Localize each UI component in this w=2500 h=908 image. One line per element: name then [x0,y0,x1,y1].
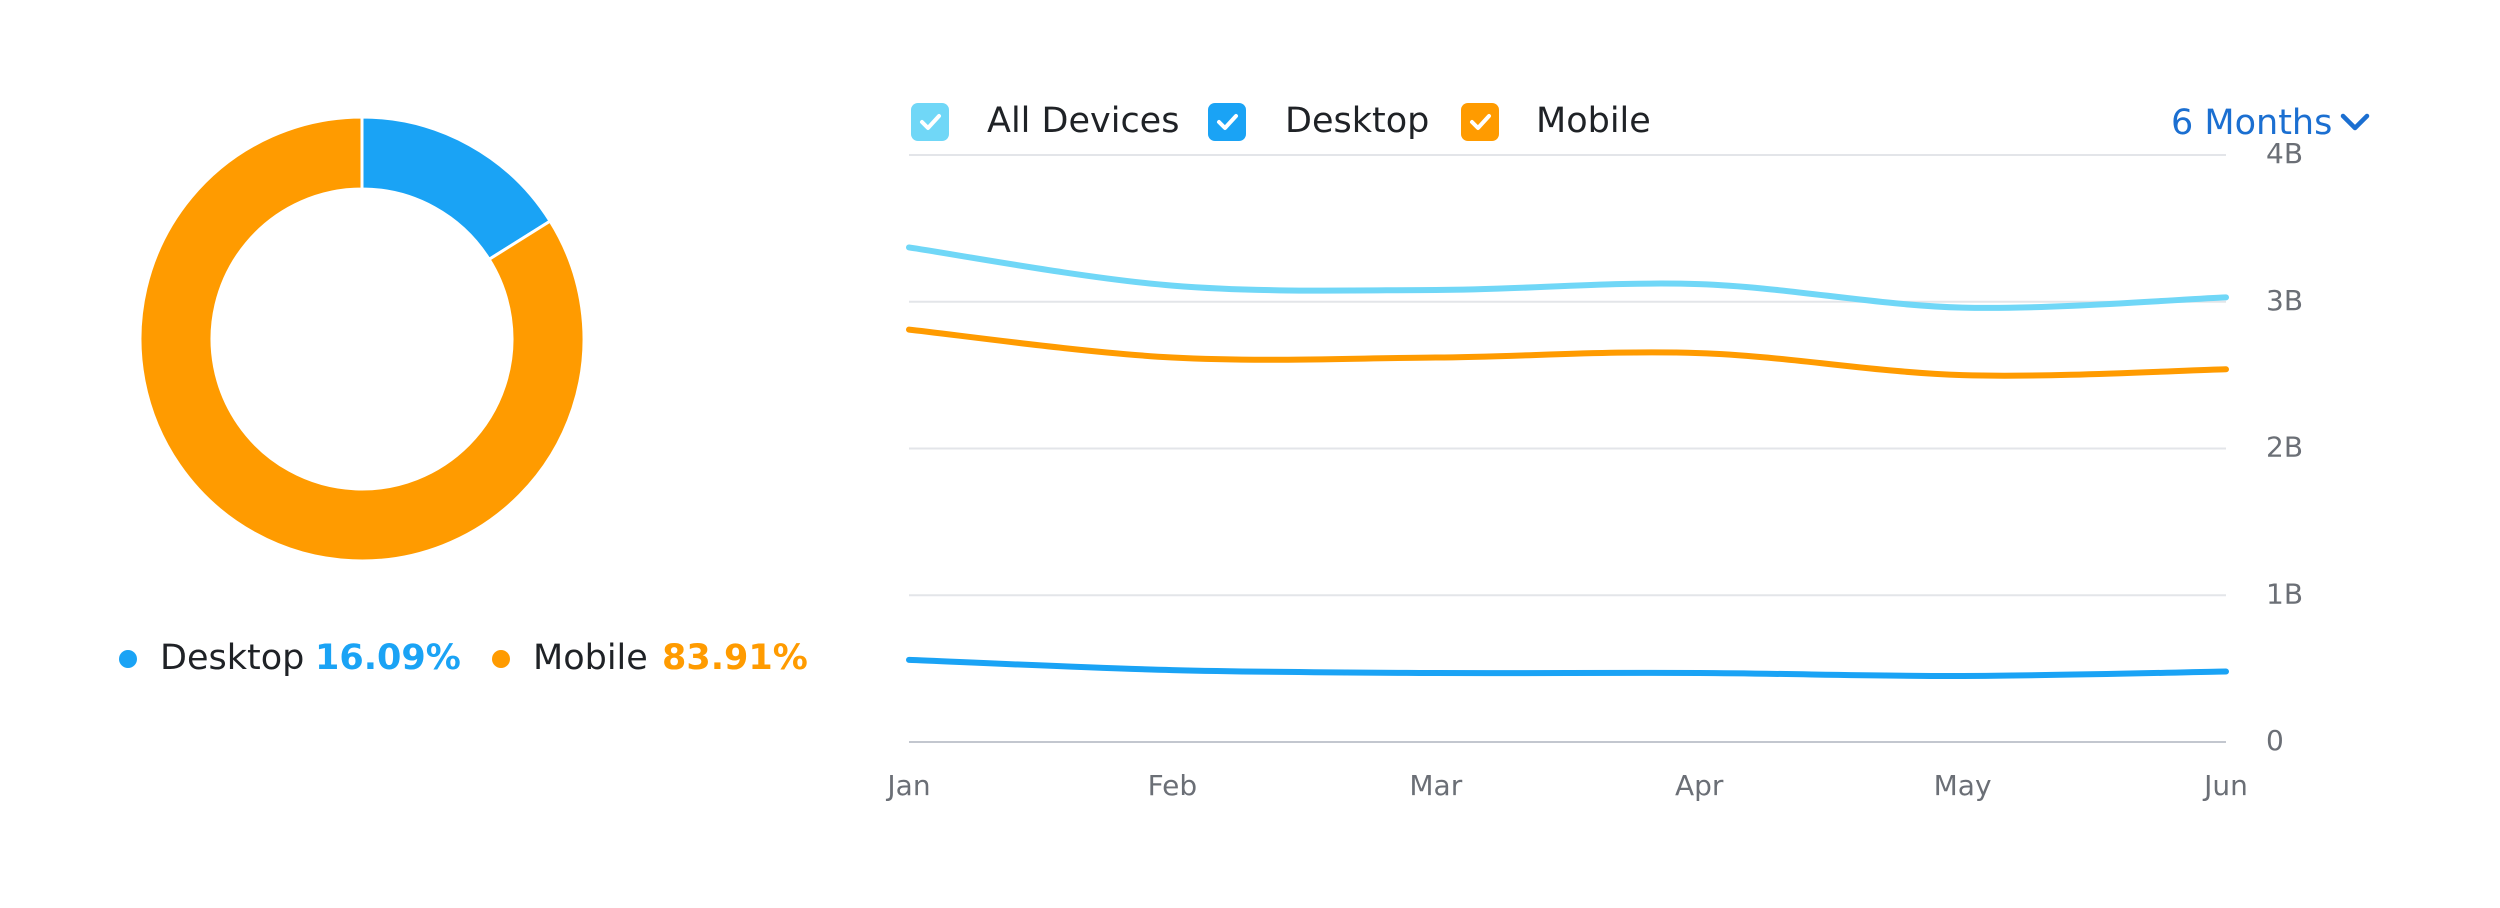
legend-value: 83.91% [662,638,808,678]
legend-checkbox[interactable] [911,103,949,141]
checkmark [920,114,941,130]
legend-label: Desktop [160,638,304,678]
range-selector[interactable]: 6 Months [2171,103,2332,143]
x-tick-label: May [1934,769,1992,802]
legend-label[interactable]: Desktop [1285,101,1429,141]
legend-label[interactable]: Mobile [1536,101,1651,141]
y-tick-label: 2B [2266,431,2303,464]
x-tick-label: Feb [1148,769,1198,802]
legend-dot [492,650,510,668]
checkmark [1217,114,1238,130]
y-tick-label: 0 [2266,724,2284,757]
series-line [906,656,2229,679]
dropdown-chevron[interactable] [2340,113,2370,131]
series-line [906,244,2229,311]
x-tick-label: Apr [1675,769,1724,802]
y-tick-label: 3B [2266,284,2303,317]
x-tick-label: Jan [885,769,930,802]
x-tick-label: Mar [1409,769,1462,802]
legend-label[interactable]: All Devices [987,101,1179,141]
checkmark [1470,114,1491,130]
donut-slice [138,115,586,563]
legend-label: Mobile [533,638,648,678]
legend-dot [119,650,137,668]
legend-checkbox[interactable] [1461,103,1499,141]
legend-checkbox[interactable] [1208,103,1246,141]
series-line [906,326,2229,379]
x-tick-label: Jun [2202,769,2248,802]
y-tick-label: 4B [2266,137,2303,170]
y-tick-label: 1B [2266,577,2303,610]
legend-value: 16.09% [315,638,461,678]
